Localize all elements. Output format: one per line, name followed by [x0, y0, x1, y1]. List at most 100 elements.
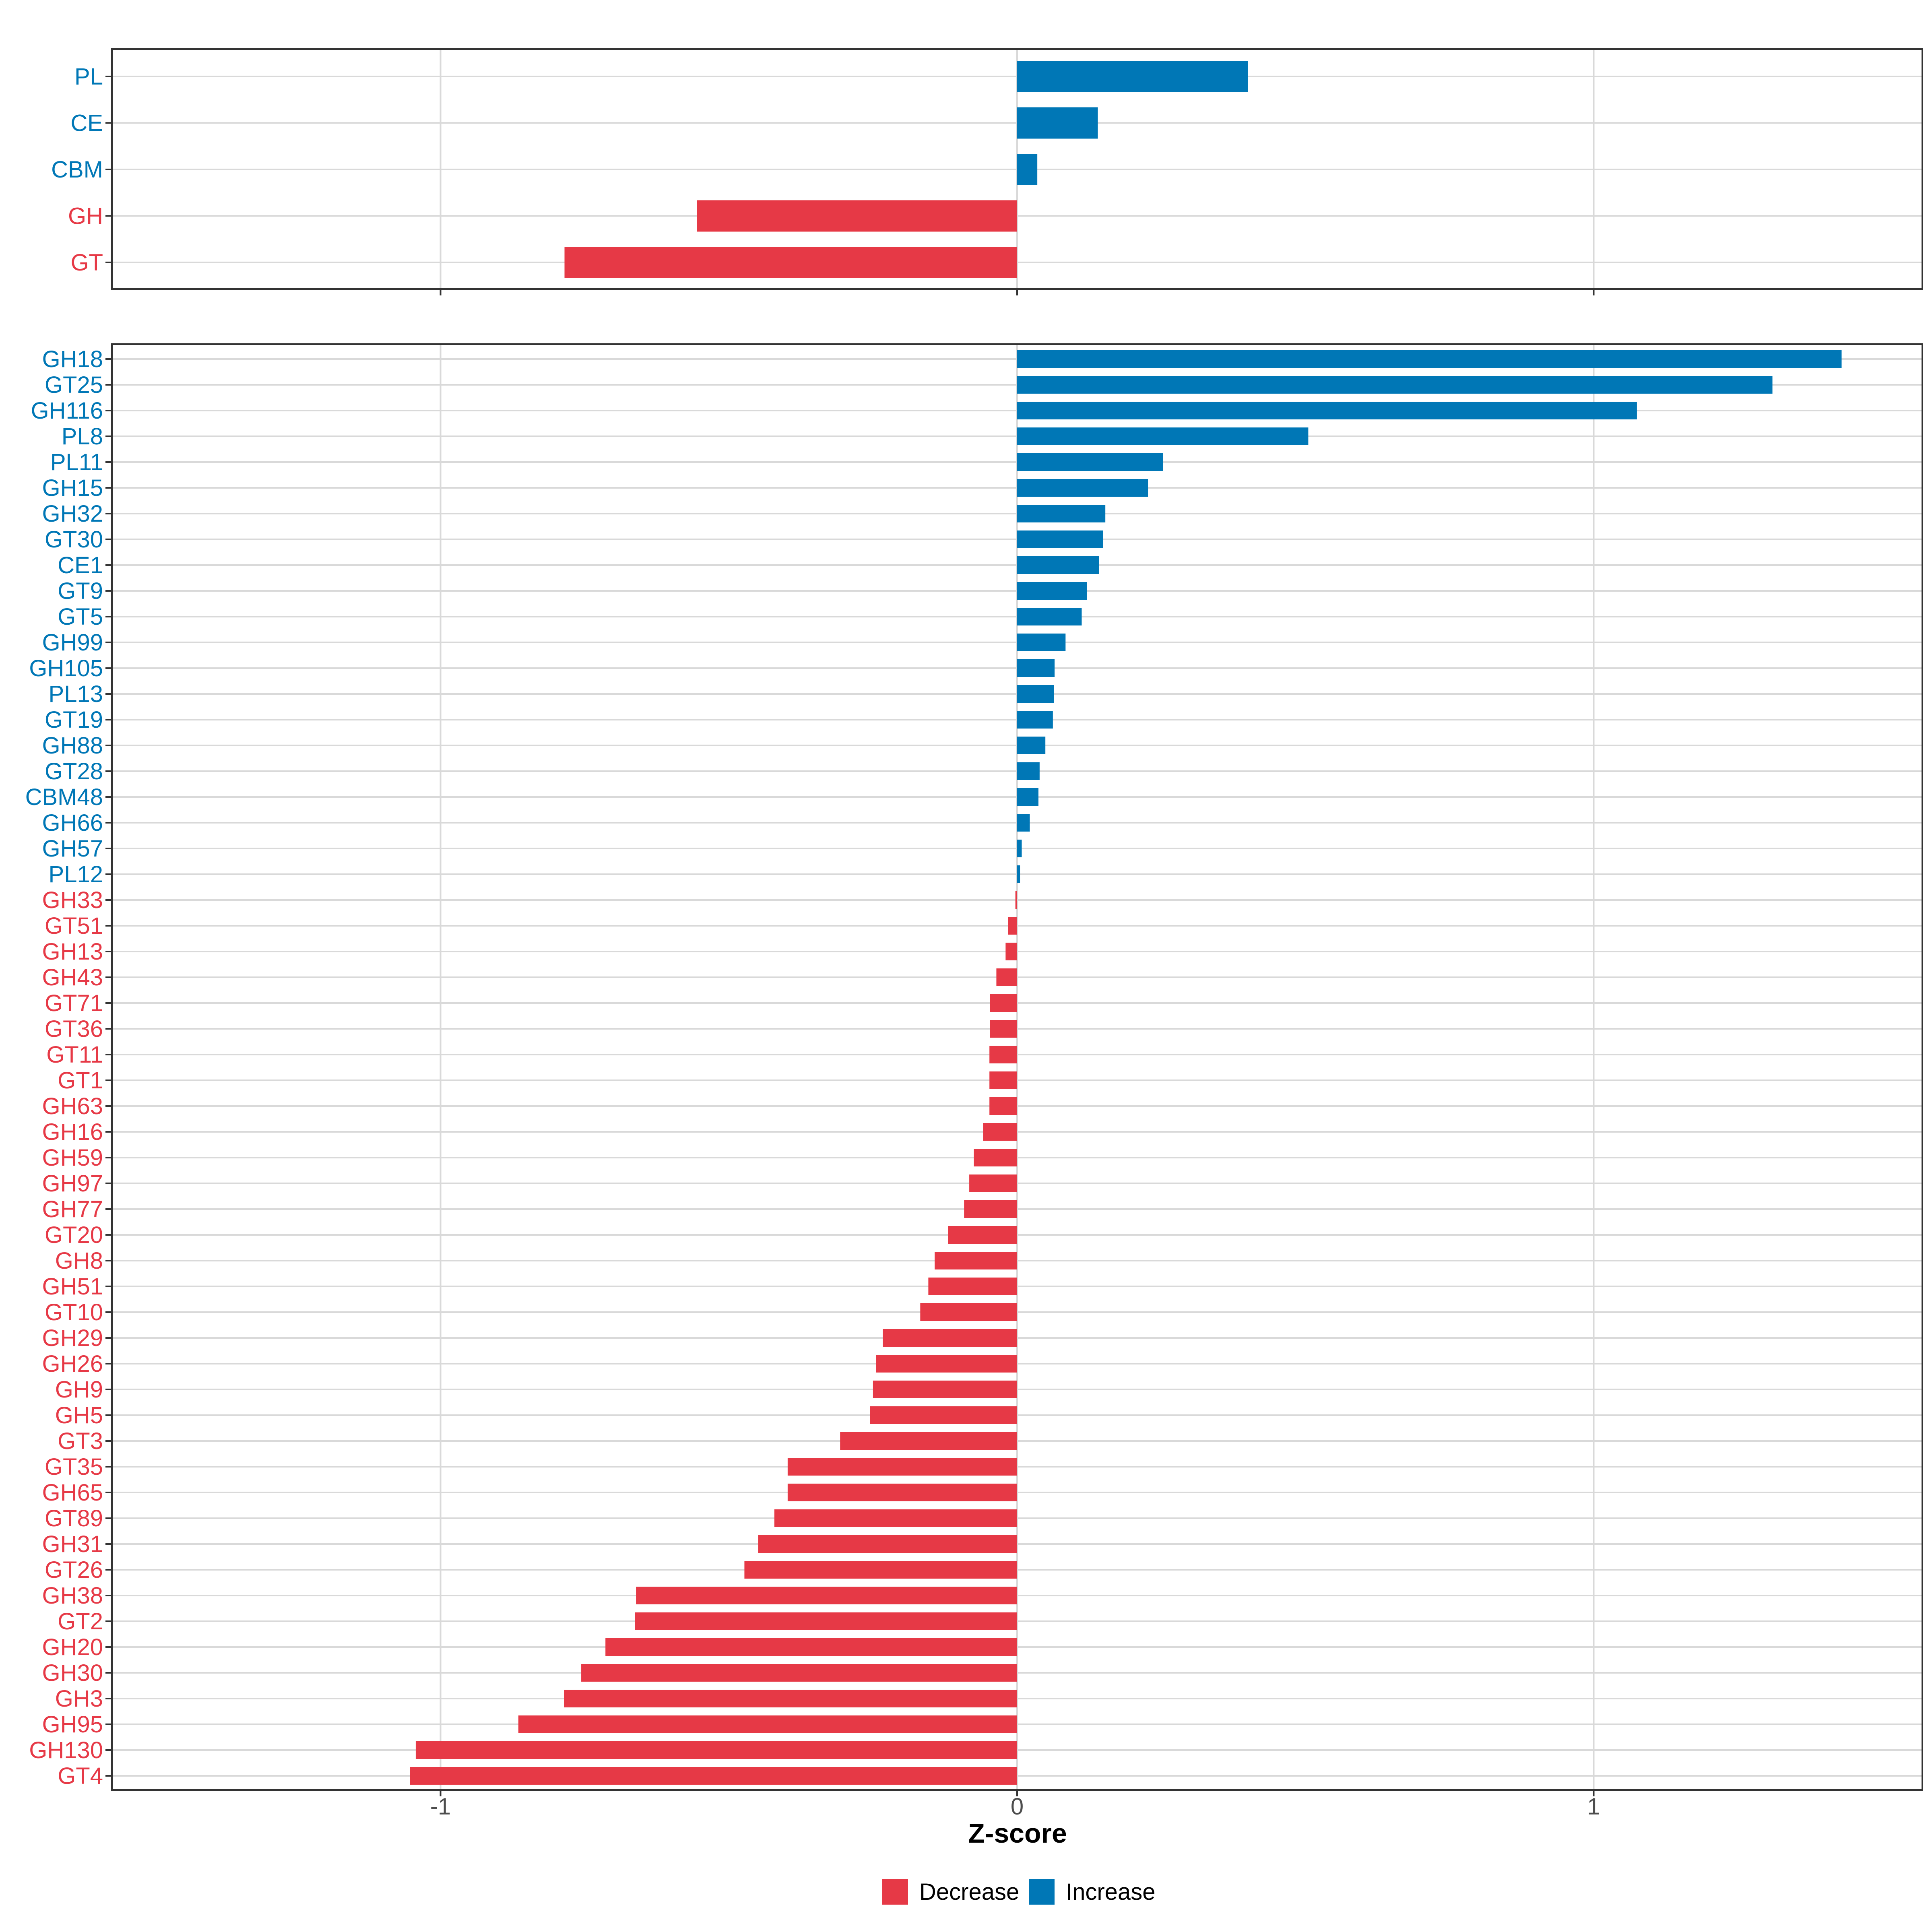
family-bar-gh16	[983, 1123, 1017, 1141]
family-bar-gh18	[1017, 350, 1842, 368]
family-label-gh63: GH63	[42, 1093, 103, 1119]
family-label-gt2: GT2	[58, 1608, 103, 1635]
family-label-gh88: GH88	[42, 733, 103, 759]
family-bar-gh15	[1017, 479, 1148, 497]
class-label-gh: GH	[68, 203, 103, 229]
family-label-gh77: GH77	[42, 1196, 103, 1222]
family-label-gt25: GT25	[45, 372, 103, 398]
x-tick-label: -1	[430, 1794, 451, 1820]
family-bar-gh105	[1017, 659, 1055, 677]
legend: Decrease Increase	[882, 1879, 1155, 1905]
family-bar-gh29	[883, 1329, 1017, 1347]
family-label-ce1: CE1	[58, 552, 103, 578]
family-bar-gt89	[774, 1509, 1017, 1527]
x-axis: -1 0 1	[430, 1794, 1600, 1820]
family-label-gt5: GT5	[58, 604, 103, 630]
family-level-panel: GH18GT25GH116PL8PL11GH15GH32GT30CE1GT9GT…	[25, 343, 1923, 1796]
family-label-gt1: GT1	[58, 1067, 103, 1094]
family-bar-gh9	[873, 1381, 1017, 1398]
family-label-gh8: GH8	[55, 1248, 103, 1274]
family-label-gt10: GT10	[45, 1299, 103, 1325]
class-bar-gt	[564, 247, 1017, 278]
family-bar-gt5	[1017, 608, 1082, 625]
family-label-gh95: GH95	[42, 1711, 103, 1738]
family-label-pl8: PL8	[62, 423, 103, 450]
family-label-gh116: GH116	[31, 398, 103, 424]
family-label-gh20: GH20	[42, 1634, 103, 1660]
class-bar-ce	[1017, 107, 1098, 139]
family-label-pl13: PL13	[49, 681, 103, 707]
family-bar-gh99	[1017, 634, 1066, 651]
family-bar-gt30	[1017, 530, 1103, 548]
family-bar-gt4	[410, 1767, 1017, 1785]
family-label-gh18: GH18	[42, 346, 103, 372]
family-bar-gt36	[990, 1020, 1017, 1038]
family-bar-ce1	[1017, 556, 1099, 574]
family-label-gh16: GH16	[42, 1119, 103, 1145]
family-bar-gt71	[990, 994, 1017, 1012]
family-bar-gh38	[636, 1587, 1017, 1604]
family-bar-gh43	[996, 968, 1017, 986]
family-label-gt11: GT11	[46, 1042, 103, 1068]
family-label-gt36: GT36	[45, 1016, 103, 1042]
family-label-gt89: GT89	[45, 1505, 103, 1532]
legend-label-increase: Increase	[1066, 1879, 1155, 1905]
family-label-gh3: GH3	[55, 1686, 103, 1712]
family-label-gt9: GT9	[58, 578, 103, 604]
family-label-gh97: GH97	[42, 1170, 103, 1197]
family-label-gt20: GT20	[45, 1222, 103, 1248]
family-label-gt3: GT3	[58, 1428, 103, 1454]
family-label-gh65: GH65	[42, 1480, 103, 1506]
class-label-ce: CE	[70, 110, 103, 136]
family-label-gt4: GT4	[58, 1763, 103, 1789]
family-bar-gh32	[1017, 505, 1106, 522]
family-bar-gh20	[605, 1638, 1017, 1656]
class-bar-pl	[1017, 61, 1248, 92]
family-bar-gt2	[635, 1612, 1017, 1630]
family-bar-pl8	[1017, 427, 1309, 445]
family-label-gh32: GH32	[42, 501, 103, 527]
family-label-gh51: GH51	[42, 1274, 103, 1300]
class-level-panel: PL CE CBM GH GT	[51, 48, 1923, 295]
family-label-gh99: GH99	[42, 630, 103, 656]
family-label-pl11: PL11	[50, 449, 103, 475]
family-bar-gt1	[989, 1071, 1017, 1089]
legend-swatch-decrease	[882, 1879, 908, 1905]
family-bar-gh3	[564, 1690, 1017, 1707]
class-label-pl: PL	[74, 64, 103, 90]
class-label-cbm: CBM	[51, 157, 103, 183]
family-bar-gh33	[1015, 891, 1017, 909]
family-bar-gt35	[787, 1458, 1017, 1476]
family-label-gh43: GH43	[42, 964, 103, 991]
family-label-gt35: GT35	[45, 1454, 103, 1480]
family-label-gt30: GT30	[45, 526, 103, 553]
family-bar-gh88	[1017, 737, 1046, 754]
family-bar-gh31	[758, 1535, 1017, 1553]
family-bar-gh97	[969, 1174, 1017, 1192]
family-bar-gt10	[920, 1303, 1017, 1321]
family-bar-pl13	[1017, 685, 1054, 703]
family-bar-gh5	[870, 1406, 1017, 1424]
family-bar-gh26	[876, 1355, 1017, 1373]
family-label-gh9: GH9	[55, 1377, 103, 1403]
family-label-gh30: GH30	[42, 1660, 103, 1686]
class-bar-gh	[697, 200, 1017, 232]
family-bar-gt9	[1017, 582, 1087, 600]
family-bar-gh57	[1017, 840, 1022, 857]
family-label-gh15: GH15	[42, 475, 103, 501]
family-label-gt71: GT71	[45, 990, 103, 1016]
family-bar-gh66	[1017, 814, 1030, 832]
family-label-gh13: GH13	[42, 939, 103, 965]
family-bar-gh116	[1017, 402, 1637, 419]
family-label-gt26: GT26	[45, 1557, 103, 1583]
family-bar-gt3	[840, 1432, 1017, 1450]
family-label-gh33: GH33	[42, 887, 103, 913]
family-bar-gh65	[787, 1484, 1017, 1501]
family-bar-gh13	[1005, 943, 1017, 960]
x-axis-title: Z-score	[968, 1818, 1067, 1849]
family-bar-gh130	[415, 1741, 1017, 1759]
family-bar-gh95	[518, 1715, 1017, 1733]
family-bar-gh51	[928, 1278, 1017, 1295]
legend-label-decrease: Decrease	[919, 1879, 1019, 1905]
